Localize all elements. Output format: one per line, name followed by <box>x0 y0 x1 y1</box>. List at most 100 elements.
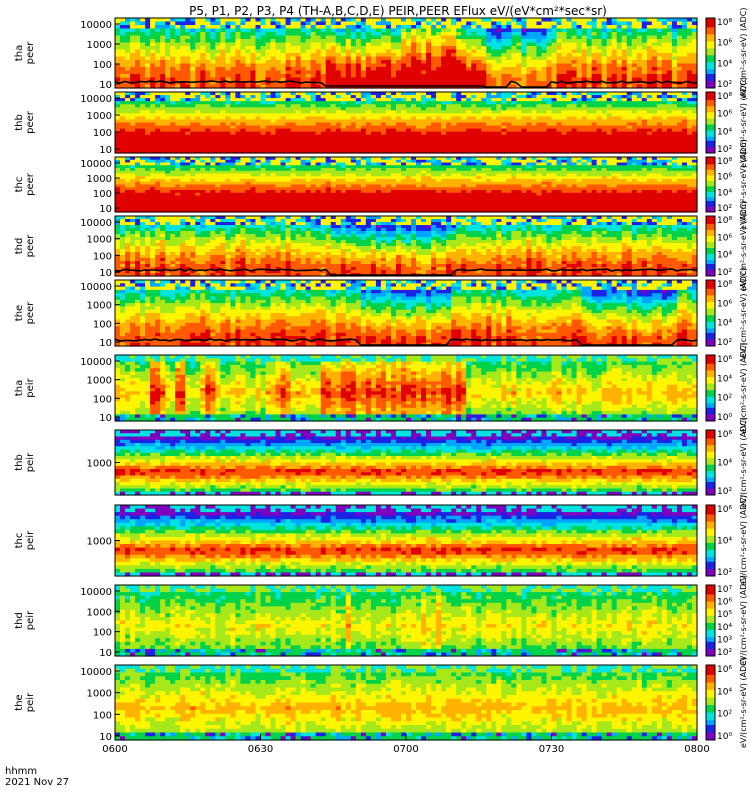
heatmap-cell <box>210 32 216 36</box>
heatmap-cell <box>170 46 176 50</box>
heatmap-cell <box>471 50 477 54</box>
heatmap-cell <box>511 25 517 29</box>
heatmap-cell <box>185 74 191 78</box>
heatmap-cell <box>150 36 156 40</box>
heatmap-cell <box>592 46 598 50</box>
heatmap-cell <box>170 57 176 61</box>
heatmap-cell <box>250 74 256 78</box>
heatmap-cell <box>536 36 542 40</box>
heatmap-cell <box>672 74 678 78</box>
heatmap-cell <box>436 78 442 82</box>
heatmap-cell <box>386 64 392 68</box>
heatmap-cell <box>607 71 613 75</box>
heatmap-cell <box>311 60 317 64</box>
heatmap-cell <box>140 57 146 61</box>
heatmap-cell <box>612 78 618 82</box>
heatmap-cell <box>426 64 432 68</box>
heatmap-cell <box>381 18 387 22</box>
heatmap-cell <box>361 74 367 78</box>
heatmap-cell <box>667 39 673 43</box>
figure-title: P5, P1, P2, P3, P4 (TH-A,B,C,D,E) PEIR,P… <box>189 4 607 18</box>
heatmap-cell <box>261 18 267 22</box>
heatmap-cell <box>311 18 317 22</box>
heatmap-cell <box>185 36 191 40</box>
heatmap-cell <box>662 74 668 78</box>
heatmap-cell <box>456 22 462 26</box>
heatmap-cell <box>220 22 226 26</box>
heatmap-cell <box>316 18 322 22</box>
heatmap-cell <box>140 71 146 75</box>
heatmap-cell <box>627 71 633 75</box>
heatmap-cell <box>230 18 236 22</box>
heatmap-cell <box>521 78 527 82</box>
heatmap-cell <box>662 22 668 26</box>
heatmap-cell <box>562 53 568 57</box>
heatmap-cell <box>526 78 532 82</box>
heatmap-cell <box>572 43 578 47</box>
heatmap-cell <box>506 74 512 78</box>
heatmap-cell <box>396 36 402 40</box>
heatmap-cell <box>266 71 272 75</box>
heatmap-cell <box>165 22 171 26</box>
heatmap-cell <box>331 29 337 33</box>
heatmap-cell <box>521 25 527 29</box>
heatmap-cell <box>431 18 437 22</box>
heatmap-cell <box>200 46 206 50</box>
heatmap-cell <box>215 50 221 54</box>
heatmap-cell <box>165 71 171 75</box>
heatmap-cell <box>210 53 216 57</box>
heatmap-cell <box>466 39 472 43</box>
heatmap-cell <box>281 57 287 61</box>
heatmap-cell <box>682 18 688 22</box>
heatmap-cell <box>617 18 623 22</box>
heatmap-cell <box>401 22 407 26</box>
heatmap-cell <box>657 64 663 68</box>
y-tick-label: 100 <box>93 128 112 139</box>
heatmap-cell <box>220 36 226 40</box>
heatmap-cell <box>501 18 507 22</box>
heatmap-cell <box>436 67 442 71</box>
heatmap-cell <box>461 25 467 29</box>
heatmap-cell <box>401 36 407 40</box>
heatmap-cell <box>687 29 693 33</box>
heatmap-cell <box>165 25 171 29</box>
heatmap-cell <box>351 53 357 57</box>
heatmap-cell <box>672 18 678 22</box>
heatmap-cell <box>291 22 297 26</box>
heatmap-cell <box>607 46 613 50</box>
heatmap-cell <box>627 67 633 71</box>
heatmap-cell <box>220 71 226 75</box>
heatmap-cell <box>486 29 492 33</box>
heatmap-cell <box>245 57 251 61</box>
heatmap-cell <box>642 78 648 82</box>
heatmap-cell <box>401 57 407 61</box>
heatmap-cell <box>677 71 683 75</box>
heatmap-cell <box>261 22 267 26</box>
heatmap-cell <box>250 71 256 75</box>
heatmap-cell <box>296 39 302 43</box>
heatmap-cell <box>441 36 447 40</box>
heatmap-cell <box>150 50 156 54</box>
heatmap-cell <box>617 60 623 64</box>
heatmap-cell <box>667 43 673 47</box>
heatmap-cell <box>587 36 593 40</box>
heatmap-cell <box>140 22 146 26</box>
heatmap-cell <box>521 60 527 64</box>
heatmap-cell <box>200 36 206 40</box>
heatmap-cell <box>170 32 176 36</box>
heatmap-cell <box>371 53 377 57</box>
heatmap-cell <box>687 64 693 68</box>
heatmap-cell <box>546 57 552 61</box>
heatmap-cell <box>336 50 342 54</box>
heatmap-cell <box>446 81 452 85</box>
heatmap-cell <box>190 60 196 64</box>
heatmap-cell <box>552 29 558 33</box>
heatmap-cell <box>160 67 166 71</box>
heatmap-cell <box>602 46 608 50</box>
heatmap-cell <box>371 50 377 54</box>
heatmap-cell <box>582 50 588 54</box>
heatmap-cell <box>205 36 211 40</box>
heatmap-cell <box>180 57 186 61</box>
heatmap-cell <box>511 39 517 43</box>
heatmap-cell <box>331 74 337 78</box>
